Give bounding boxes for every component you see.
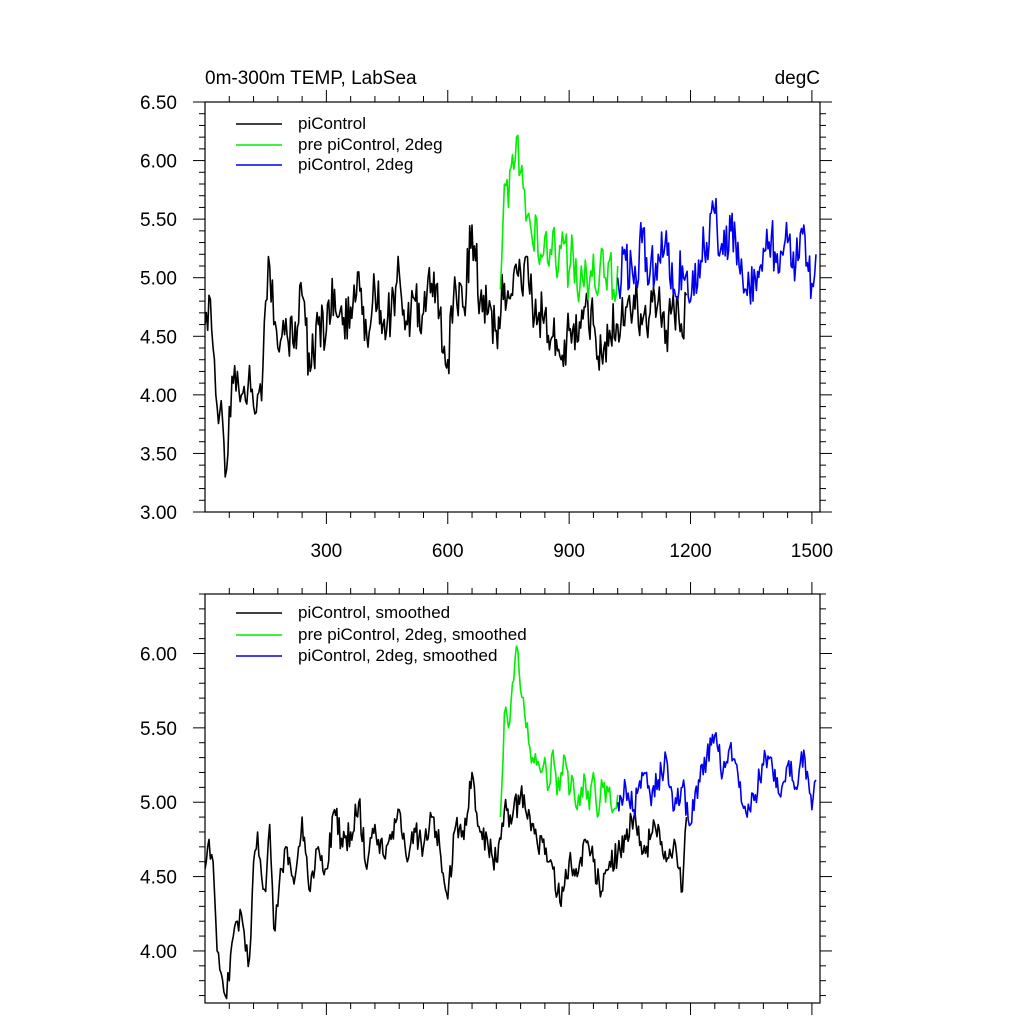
plot-frame [204, 593, 821, 1004]
x-tick-label: 1200 [669, 541, 711, 562]
x-tick-label: 600 [432, 541, 464, 562]
y-tick-label: 5.00 [140, 269, 177, 290]
series-line-1 [205, 771, 688, 1000]
plot-frame [204, 101, 821, 513]
x-tick-label: 900 [553, 541, 585, 562]
x-tick-label: 1500 [791, 541, 833, 562]
y-tick-label: 4.00 [140, 942, 177, 963]
legend-label: pre piControl, 2deg, smoothed [298, 625, 527, 644]
units-label: degC [775, 68, 820, 89]
y-tick-label: 3.50 [140, 444, 177, 465]
chart-panel-1: 300 600 900 1200 1500 3.00 3.50 4.00 4.50 5.00 5.5… [140, 68, 833, 562]
y-tick-label: 4.50 [140, 327, 177, 348]
legend-label: piControl [298, 114, 366, 133]
legend-label: piControl, 2deg, smoothed [298, 646, 497, 665]
y-tick-label: 6.00 [140, 644, 177, 665]
y-tick-label: 5.50 [140, 210, 177, 231]
series-line-2 [499, 134, 619, 303]
y-tick-label: 3.00 [140, 503, 177, 524]
y-tick-label: 4.50 [140, 868, 177, 889]
y-tick-label: 4.00 [140, 386, 177, 407]
series-line-2 [499, 645, 619, 818]
legend-label: pre piControl, 2deg [298, 135, 443, 154]
legend: piControl, smoothed pre piControl, 2deg, … [236, 603, 527, 665]
series-line-3 [616, 731, 817, 827]
legend-label: piControl, smoothed [298, 603, 450, 622]
chart-title: 0m-300m TEMP, LabSea [205, 68, 417, 89]
y-tick-label: 5.00 [140, 793, 177, 814]
y-tick-label: 6.50 [140, 93, 177, 114]
x-tick-label: 300 [311, 541, 343, 562]
y-tick-label: 5.50 [140, 719, 177, 740]
series-line-3 [616, 197, 817, 305]
legend-label: piControl, 2deg [298, 155, 413, 174]
y-tick-label: 6.00 [140, 152, 177, 173]
series-line-1 [205, 224, 688, 478]
